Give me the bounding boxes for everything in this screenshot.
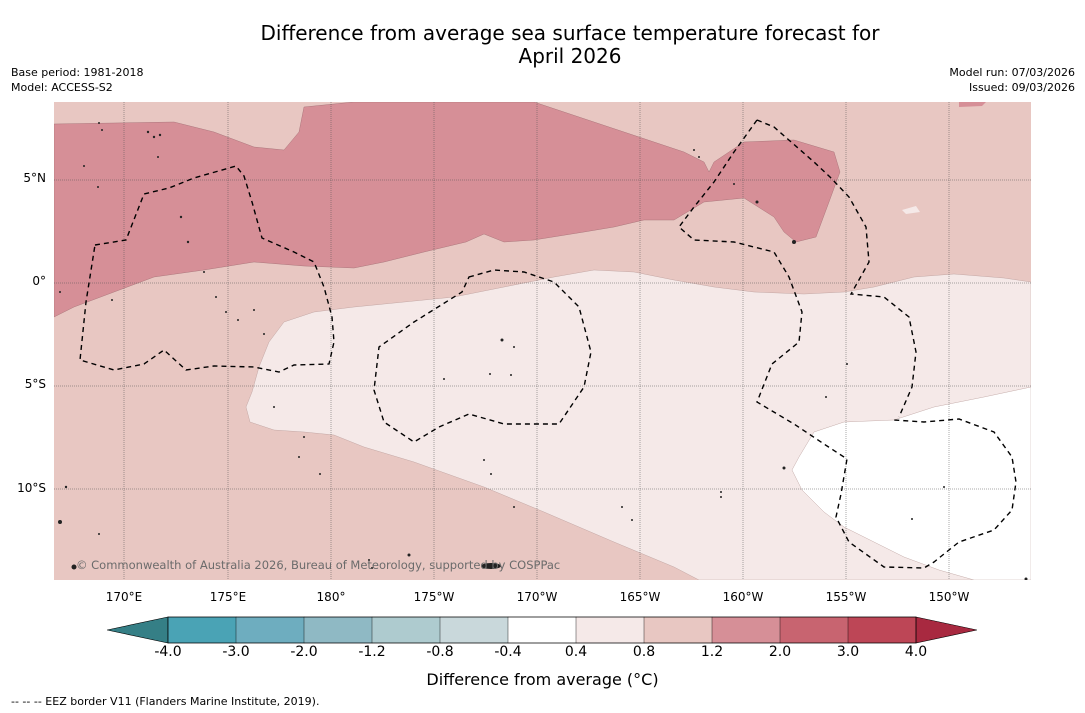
colorbar-bin [303,616,373,644]
colorbar-extend-low [107,616,169,644]
meta-right: Model run: 07/03/2026 Issued: 09/03/2026 [949,65,1075,95]
colorbar-tick-label: 4.0 [904,644,928,660]
colorbar-tick-label: -3.0 [222,644,250,660]
eez-border-kiribati-gilbert [79,165,335,373]
model-name: Model: ACCESS-S2 [11,81,113,94]
lon-label-155w: 155°W [825,590,867,604]
lon-label-165w: 165°W [619,590,661,604]
colorbar [107,616,977,644]
eez-border-line-islands-west [678,119,1017,569]
lon-label-150w: 150°W [928,590,970,604]
chart-title: Difference from average sea surface temp… [0,22,1085,68]
anomaly-region-0.0 [791,386,1031,580]
colorbar-tick-label: -1.2 [358,644,386,660]
lat-label-5s: 5°S [24,377,46,391]
colorbar-bin [507,616,577,644]
colorbar-tick-label: -0.8 [426,644,454,660]
lon-label-160w: 160°W [722,590,764,604]
colorbar-frame [167,616,917,644]
colorbar-bin [167,616,237,644]
eez-legend: -- -- -- EEZ border V11 (Flanders Marine… [11,695,320,708]
lat-label-10s: 10°S [17,481,46,495]
colorbar-extend-high [915,616,977,644]
colorbar-tick-label: -2.0 [290,644,318,660]
colorbar-tick-label: 3.0 [836,644,860,660]
anomaly-region-island-patch [902,206,920,214]
lon-label-170w: 170°W [516,590,558,604]
colorbar-bin [371,616,441,644]
lat-label-5n: 5°N [23,171,46,185]
colorbar-bin [711,616,781,644]
colorbar-bin [235,616,305,644]
anomaly-region-1.2-2.0 [54,102,841,318]
lon-label-180: 180° [316,590,346,604]
colorbar-tick-label: 2.0 [768,644,792,660]
anomaly-region-1.2-2.0-ne [959,102,986,107]
colorbar-tick-label: -0.4 [494,644,522,660]
eez-border-line-islands [756,119,917,418]
title-line-1: Difference from average sea surface temp… [260,21,880,45]
colorbar-tick-label: 1.2 [700,644,724,660]
colorbar-bin [779,616,849,644]
lat-label-0: 0° [32,274,46,288]
copyright-notice: © Commonwealth of Australia 2026, Bureau… [76,558,561,572]
graticule [54,102,1031,580]
sst-anomaly-map [54,102,1031,580]
colorbar-tick-label: 0.8 [632,644,656,660]
colorbar-bin [575,616,645,644]
issued-date: Issued: 09/03/2026 [968,81,1075,94]
lon-label-175e: 175°E [209,590,247,604]
title-line-2: April 2026 [518,44,622,68]
eez-border-phoenix [373,269,592,443]
colorbar-label: Difference from average (°C) [426,670,659,689]
colorbar-bin [847,616,917,644]
islands [58,122,1028,580]
meta-left: Base period: 1981-2018 Model: ACCESS-S2 [11,65,143,95]
lon-label-175w: 175°W [413,590,455,604]
colorbar-tick-label: 0.4 [564,644,588,660]
eez-borders [79,119,1017,569]
colorbar-bin [439,616,509,644]
model-run: Model run: 07/03/2026 [949,66,1075,79]
colorbar-bin [643,616,713,644]
colorbar-tick-label: -4.0 [154,644,182,660]
lon-label-170e: 170°E [105,590,143,604]
base-period: Base period: 1981-2018 [11,66,144,79]
